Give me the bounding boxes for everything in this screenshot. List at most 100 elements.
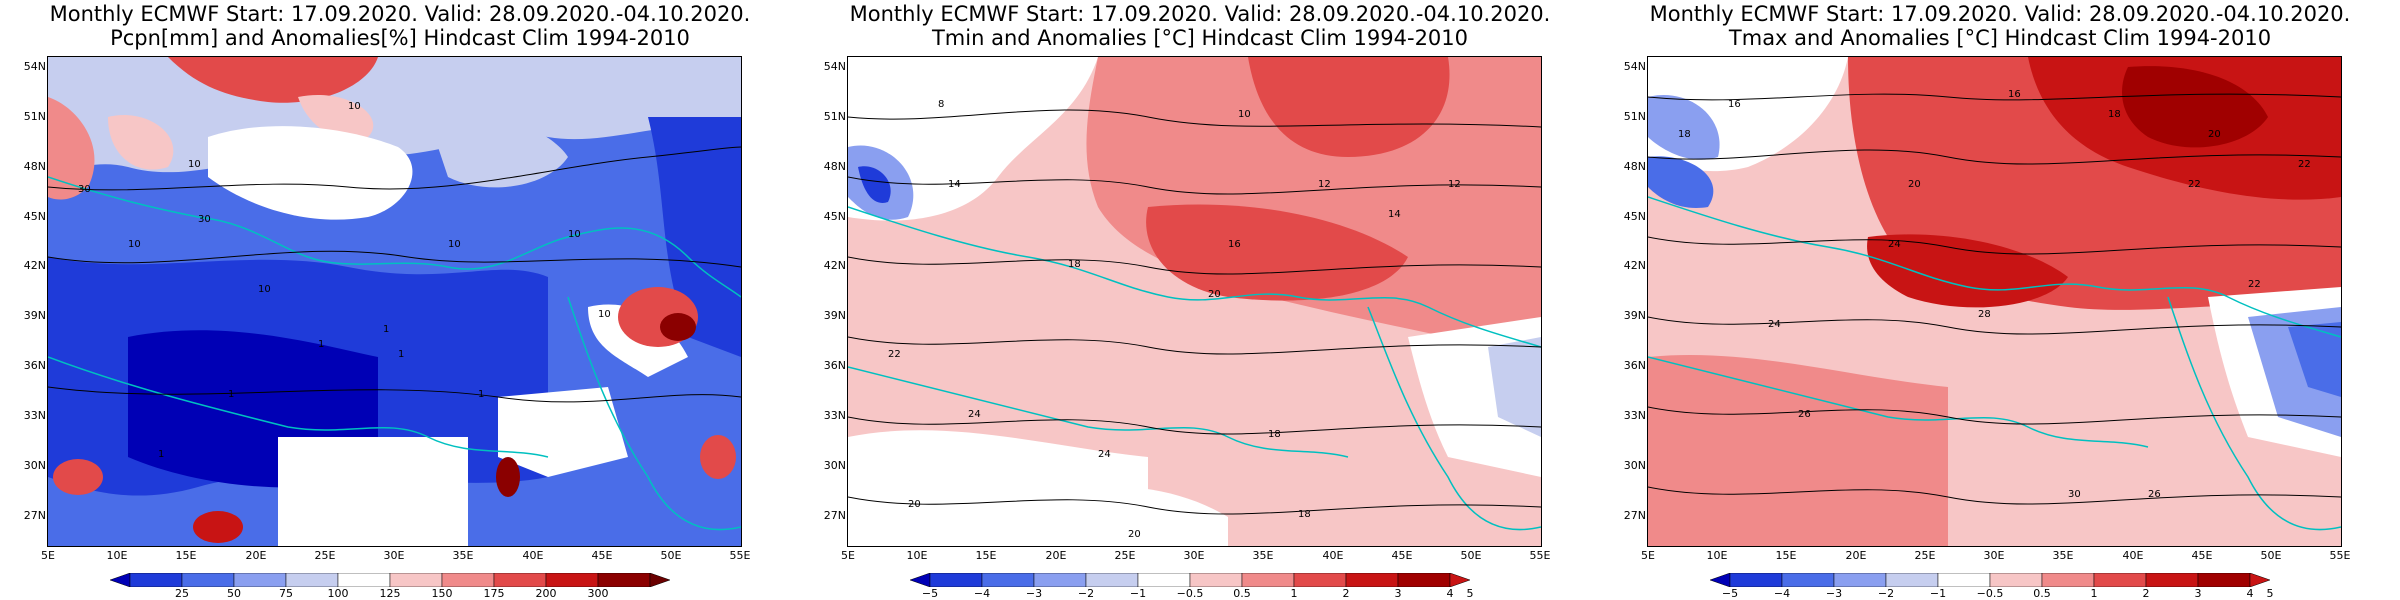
contour-label: 1	[383, 324, 389, 335]
lat-tick: 33N	[23, 409, 46, 422]
colorbar-label: 125	[379, 587, 401, 600]
lon-tick: 25E	[314, 549, 336, 562]
colorbar-label: 75	[279, 587, 293, 600]
tmax-map: 16 18 20 22 24 26 28 30 22 24 16 18 20 2…	[1647, 56, 2342, 547]
colorbar-label: 4	[1446, 587, 1454, 600]
contour-label: 12	[1448, 179, 1461, 190]
contour-label: 14	[948, 179, 961, 190]
colorbar	[110, 573, 670, 587]
colorbar-label: 0.5	[2033, 587, 2051, 600]
contour-label: 10	[128, 239, 141, 250]
colorbar-label: −5	[1721, 587, 1739, 600]
colorbar-label: 25	[175, 587, 189, 600]
colorbar	[1710, 573, 2270, 587]
contour-label: 18	[2108, 109, 2121, 120]
lon-tick: 55E	[729, 549, 751, 562]
colorbar	[910, 573, 1470, 587]
contour-label: 20	[1128, 529, 1141, 540]
lon-tick: 5E	[841, 549, 855, 562]
panel-tmin: Monthly ECMWF Start: 17.09.2020. Valid: …	[800, 0, 1600, 600]
lon-tick: 40E	[2122, 549, 2144, 562]
colorbar-label: 50	[227, 587, 241, 600]
lat-tick: 27N	[1623, 509, 1646, 522]
lon-tick: 5E	[1641, 549, 1655, 562]
lon-tick: 45E	[591, 549, 613, 562]
contour-label: 16	[1728, 99, 1741, 110]
colorbar-label: −0.5	[1176, 587, 1204, 600]
precipitation-map: 10 10 10 10 10 30 30 10 1 1 1 1 1 1 10	[47, 56, 742, 547]
contour-label: 20	[1908, 179, 1921, 190]
colorbar-label: 175	[483, 587, 505, 600]
lat-tick: 36N	[23, 359, 46, 372]
lon-tick: 15E	[1775, 549, 1797, 562]
lat-tick: 45N	[823, 210, 846, 223]
lon-tick: 20E	[1045, 549, 1067, 562]
contour-label: 8	[938, 99, 944, 110]
panel-title-line1: Monthly ECMWF Start: 17.09.2020. Valid: …	[849, 2, 1551, 26]
lat-tick: 36N	[1623, 359, 1646, 372]
lon-tick: 5E	[41, 549, 55, 562]
contour-label: 24	[968, 409, 981, 420]
lon-tick: 50E	[660, 549, 682, 562]
colorbar-label: −4	[1773, 587, 1791, 600]
contour-label: 24	[1768, 319, 1781, 330]
colorbar-label: −0.5	[1976, 587, 2004, 600]
contour-label: 22	[888, 349, 901, 360]
lon-tick: 10E	[1706, 549, 1728, 562]
lon-tick: 30E	[1183, 549, 1205, 562]
lon-tick: 20E	[1845, 549, 1867, 562]
contour-label: 16	[2008, 89, 2021, 100]
lat-tick: 45N	[23, 210, 46, 223]
contour-label: 16	[1228, 239, 1241, 250]
contour-label: 18	[1678, 129, 1691, 140]
contour-label: 22	[2188, 179, 2201, 190]
contour-label: 18	[1068, 259, 1081, 270]
lon-tick: 40E	[522, 549, 544, 562]
contour-label: 10	[258, 284, 271, 295]
contour-label: 10	[598, 309, 611, 320]
lat-tick: 54N	[1623, 60, 1646, 73]
lat-tick: 36N	[823, 359, 846, 372]
contour-label: 24	[1888, 239, 1901, 250]
lat-tick: 48N	[1623, 160, 1646, 173]
colorbar-label: 150	[431, 587, 453, 600]
lat-tick: 39N	[23, 309, 46, 322]
colorbar-label: 4	[2246, 587, 2254, 600]
lon-tick: 35E	[1252, 549, 1274, 562]
colorbar-label: 3	[1394, 587, 1402, 600]
lon-tick: 10E	[906, 549, 928, 562]
contour-label: 10	[188, 159, 201, 170]
colorbar-label: 2	[1342, 587, 1350, 600]
contour-label: 18	[1298, 509, 1311, 520]
contour-label: 20	[2208, 129, 2221, 140]
lat-tick: 30N	[823, 459, 846, 472]
contour-label: 10	[568, 229, 581, 240]
lon-tick: 15E	[175, 549, 197, 562]
lat-tick: 51N	[823, 110, 846, 123]
panel-title-line1: Monthly ECMWF Start: 17.09.2020. Valid: …	[1649, 2, 2351, 26]
contour-label: 1	[228, 389, 234, 400]
panel-title-line2: Tmax and Anomalies [°C] Hindcast Clim 19…	[1728, 26, 2272, 50]
lat-tick: 54N	[823, 60, 846, 73]
colorbar-label: −3	[1825, 587, 1843, 600]
colorbar-label: 1	[1290, 587, 1298, 600]
lat-tick: 51N	[1623, 110, 1646, 123]
contour-label: 1	[398, 349, 404, 360]
colorbar-label: 0.5	[1233, 587, 1251, 600]
lat-tick: 30N	[1623, 459, 1646, 472]
contour-label: 1	[158, 449, 164, 460]
tmin-map: 10 12 14 16 18 20 22 24 18 20 14 12 8 24…	[847, 56, 1542, 547]
panel-tmax: Monthly ECMWF Start: 17.09.2020. Valid: …	[1600, 0, 2400, 600]
contour-label: 26	[1798, 409, 1811, 420]
contour-label: 10	[348, 101, 361, 112]
contour-label: 30	[2068, 489, 2081, 500]
lon-tick: 25E	[1114, 549, 1136, 562]
contour-label: 28	[1978, 309, 1991, 320]
panel-title-line2: Pcpn[mm] and Anomalies[%] Hindcast Clim …	[110, 26, 690, 50]
colorbar-label: −1	[1129, 587, 1147, 600]
lon-tick: 50E	[2260, 549, 2282, 562]
contour-label: 14	[1388, 209, 1401, 220]
lon-tick: 10E	[106, 549, 128, 562]
panel-precipitation: Monthly ECMWF Start: 17.09.2020. Valid: …	[0, 0, 800, 600]
panel-title-line2: Tmin and Anomalies [°C] Hindcast Clim 19…	[931, 26, 1469, 50]
